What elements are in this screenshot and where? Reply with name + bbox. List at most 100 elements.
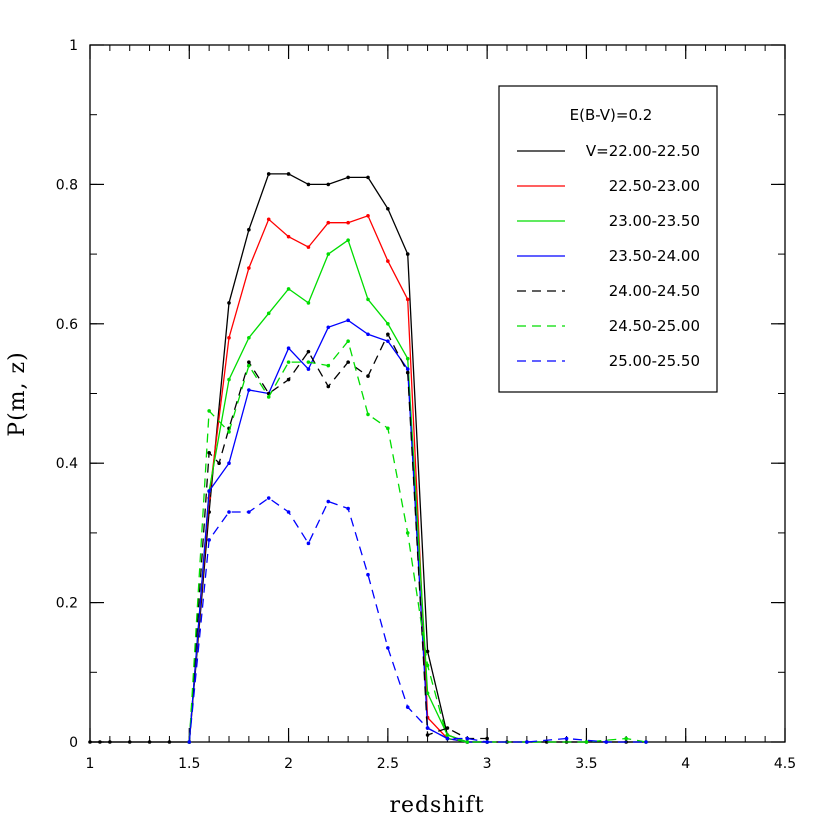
data-point [425, 649, 430, 654]
data-point [286, 234, 291, 239]
x-tick-label: 2.5 [377, 756, 399, 772]
x-tick-label: 2 [284, 756, 293, 772]
data-point [346, 506, 350, 511]
data-point [425, 733, 430, 737]
y-tick-label: 0.8 [56, 177, 78, 193]
data-point [386, 332, 390, 337]
x-tick-label: 3.5 [575, 756, 597, 772]
data-point [386, 339, 390, 344]
legend-items: V=22.00-22.50 22.50-23.00 23.00-23.50 23.50… [517, 142, 700, 370]
data-point [326, 363, 331, 368]
data-point [346, 318, 350, 323]
data-point [266, 172, 271, 176]
data-point [465, 736, 470, 741]
data-point [366, 175, 370, 180]
data-point [485, 740, 489, 744]
data-point [286, 377, 291, 382]
data-point [386, 259, 390, 263]
data-point [247, 227, 251, 232]
data-point [306, 349, 311, 354]
data-point [207, 538, 211, 542]
data-point [564, 736, 569, 741]
data-point [227, 430, 231, 434]
x-tick-label: 3 [483, 756, 492, 772]
data-point [366, 332, 370, 337]
y-tick-label: 0.2 [56, 596, 78, 612]
data-point [346, 175, 350, 180]
data-point [405, 531, 410, 535]
data-point [624, 736, 628, 741]
legend-label-4: 23.50-24.00 [609, 247, 700, 265]
legend-label-2: 22.50-23.00 [609, 177, 700, 195]
data-point [465, 740, 470, 744]
data-point [98, 740, 102, 744]
data-point [346, 238, 350, 242]
legend-label-7: 25.00-25.50 [609, 352, 700, 370]
data-point [286, 346, 291, 350]
data-point [167, 740, 172, 744]
data-point [445, 736, 450, 741]
data-point [306, 301, 311, 305]
data-point [286, 287, 291, 291]
data-point [227, 510, 231, 514]
y-tick-label: 0.6 [56, 317, 78, 333]
data-point [187, 740, 192, 744]
series-line-2 [188, 214, 488, 743]
data-point [306, 541, 311, 546]
data-point [147, 740, 152, 744]
data-point [266, 496, 271, 500]
data-point [405, 705, 410, 709]
data-point [227, 377, 231, 382]
data-point [247, 510, 251, 514]
series-line-7 [188, 497, 646, 743]
x-tick-label: 1 [86, 756, 95, 772]
data-point [346, 220, 350, 225]
data-point [247, 360, 251, 364]
data-point [227, 461, 231, 466]
data-point [266, 217, 271, 222]
y-axis-title: P(m, z) [5, 351, 30, 436]
data-point [266, 395, 271, 399]
data-point [366, 412, 370, 417]
data-point [366, 374, 370, 378]
series-line-4 [188, 319, 488, 743]
legend: E(B-V)=0.2 V=22.00-22.50 22.50-23.00 23.00… [498, 85, 718, 393]
x-tick-label: 1.5 [178, 756, 200, 772]
data-point [207, 450, 211, 455]
data-point [405, 367, 410, 371]
data-point [247, 388, 251, 392]
y-tick-label: 0 [69, 735, 78, 751]
data-point [346, 360, 350, 364]
data-point [227, 301, 231, 305]
legend-label-3: 23.00-23.50 [609, 212, 700, 230]
data-point [326, 499, 331, 504]
data-point [306, 367, 311, 371]
data-point [247, 335, 251, 340]
data-point [644, 740, 648, 744]
series-layer [88, 172, 648, 744]
data-point [544, 740, 549, 744]
legend-label-6: 24.50-25.00 [609, 317, 700, 335]
x-tick-label: 4.5 [774, 756, 796, 772]
series-line-3 [188, 239, 488, 743]
data-point [207, 489, 211, 493]
data-point [346, 339, 350, 344]
y-tick-label: 1 [69, 38, 78, 54]
data-point [366, 213, 370, 218]
legend-label-5: 24.00-24.50 [609, 282, 700, 300]
legend-box [498, 85, 718, 393]
data-point [286, 510, 291, 514]
data-point [266, 311, 271, 316]
data-point [227, 335, 231, 340]
data-point [326, 182, 331, 187]
data-point [326, 220, 331, 225]
axis-ticks: 1 1.5 2 2.5 3 3.5 4 4.5 0 0.2 0.4 0.6 0.8 1 [56, 38, 796, 772]
data-point [286, 172, 291, 176]
data-point [207, 409, 211, 413]
data-point [306, 182, 311, 187]
data-point [584, 740, 589, 744]
data-point [386, 322, 390, 326]
data-point [386, 426, 390, 431]
data-point [425, 663, 430, 668]
